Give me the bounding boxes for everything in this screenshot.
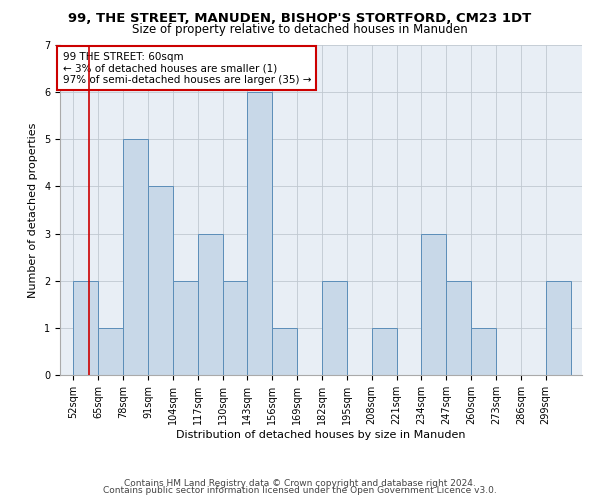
Bar <box>371 328 397 375</box>
Bar <box>545 280 571 375</box>
X-axis label: Distribution of detached houses by size in Manuden: Distribution of detached houses by size … <box>176 430 466 440</box>
Bar <box>123 140 148 375</box>
Text: Contains HM Land Registry data © Crown copyright and database right 2024.: Contains HM Land Registry data © Crown c… <box>124 478 476 488</box>
Bar <box>421 234 446 375</box>
Bar <box>73 280 98 375</box>
Bar <box>247 92 272 375</box>
Bar <box>98 328 123 375</box>
Bar <box>197 234 223 375</box>
Bar <box>148 186 173 375</box>
Bar <box>446 280 471 375</box>
Bar <box>272 328 297 375</box>
Bar <box>173 280 197 375</box>
Y-axis label: Number of detached properties: Number of detached properties <box>28 122 38 298</box>
Text: Size of property relative to detached houses in Manuden: Size of property relative to detached ho… <box>132 22 468 36</box>
Bar <box>223 280 247 375</box>
Text: Contains public sector information licensed under the Open Government Licence v3: Contains public sector information licen… <box>103 486 497 495</box>
Text: 99, THE STREET, MANUDEN, BISHOP'S STORTFORD, CM23 1DT: 99, THE STREET, MANUDEN, BISHOP'S STORTF… <box>68 12 532 26</box>
Text: 99 THE STREET: 60sqm
← 3% of detached houses are smaller (1)
97% of semi-detache: 99 THE STREET: 60sqm ← 3% of detached ho… <box>62 52 311 85</box>
Bar <box>322 280 347 375</box>
Bar <box>471 328 496 375</box>
